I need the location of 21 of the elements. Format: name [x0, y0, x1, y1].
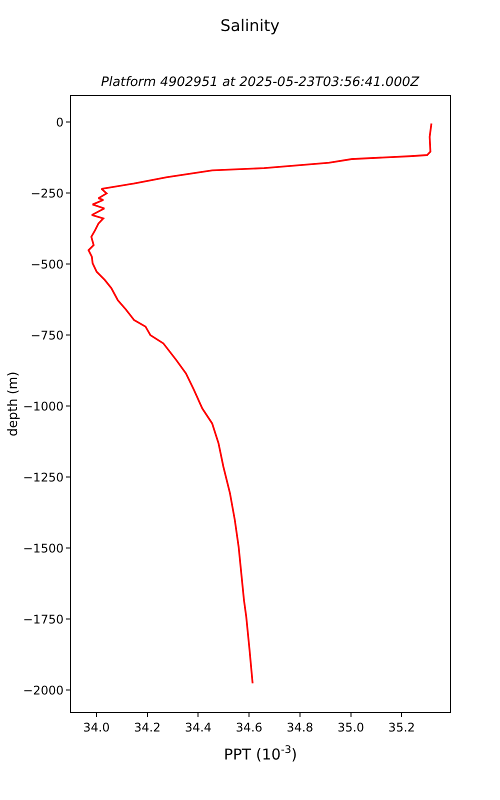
x-tick-label: 35.0: [337, 720, 364, 734]
x-axis-title: PPT (10$^{-3}$): [224, 744, 298, 764]
y-tick-label: −500: [30, 257, 64, 272]
y-tick-label: −1500: [23, 541, 64, 556]
y-axis-title: depth (m): [6, 372, 21, 436]
chart-subtitle: Platform 4902951 at 2025-05-23T03:56:41.000Z: [101, 75, 420, 90]
chart-title: Salinity: [220, 16, 280, 36]
y-tick-label: −750: [30, 328, 64, 342]
y-tick-label: −1250: [23, 470, 64, 484]
line-series: [88, 122, 432, 684]
y-tick-label: −250: [30, 186, 64, 200]
x-tick-label: 34.8: [286, 720, 314, 734]
x-tick-label: 35.2: [388, 720, 416, 734]
x-tick-label: 34.0: [83, 720, 110, 734]
x-tick-label: 34.6: [236, 720, 262, 734]
y-tick-label: −2000: [23, 683, 64, 698]
y-tick-label: −1000: [23, 399, 64, 414]
x-tick-label: 34.4: [184, 720, 212, 734]
y-tick-label: −1750: [23, 612, 64, 626]
y-tick-label: 0: [56, 115, 64, 130]
x-tick-label: 34.2: [134, 720, 161, 734]
